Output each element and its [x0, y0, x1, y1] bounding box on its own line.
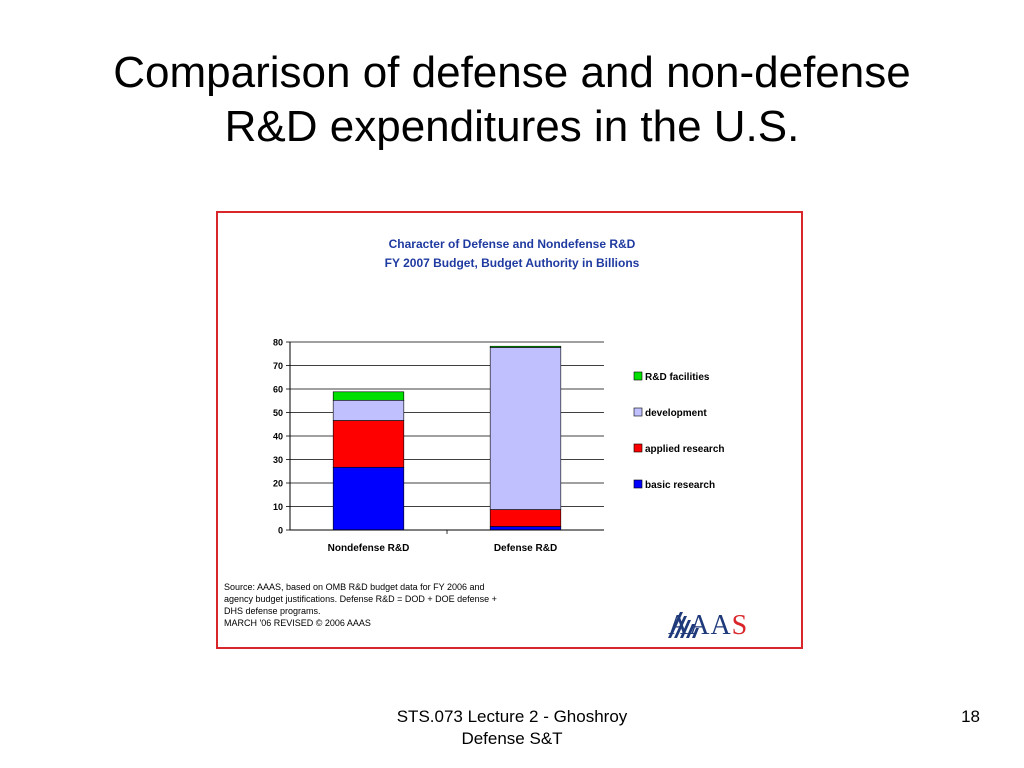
legend-swatch [633, 407, 643, 417]
slide-title-line-2: R&D expenditures in the U.S. [224, 102, 800, 151]
legend-label: R&D facilities [645, 372, 710, 383]
y-tick-label: 60 [273, 385, 283, 395]
y-tick-label: 30 [273, 455, 283, 465]
bar-segment [489, 345, 562, 348]
x-tick-label: Nondefense R&D [328, 543, 410, 554]
bar-segment [489, 509, 562, 527]
footer-line-2: Defense S&T [461, 729, 563, 748]
source-note: Source: AAAS, based on OMB R&D budget da… [224, 581, 554, 629]
source-note-line-3: DHS defense programs. [224, 606, 321, 616]
legend-swatch [633, 479, 643, 489]
x-tick-label: Defense R&D [494, 543, 557, 554]
source-note-line-4: MARCH '06 REVISED © 2006 AAAS [224, 618, 371, 628]
bar-segment [332, 420, 405, 468]
bar-segment [332, 391, 405, 401]
stacked-bar-chart: Character of Defense and Nondefense R&D … [273, 237, 725, 554]
bar-segment [489, 347, 562, 510]
legend-label: applied research [645, 444, 724, 455]
legend-label: development [645, 408, 707, 419]
chart-subtitle: FY 2007 Budget, Budget Authority in Bill… [385, 256, 640, 270]
y-tick-label: 40 [273, 432, 283, 442]
bar-segment [332, 466, 405, 531]
bars [332, 345, 562, 531]
legend: R&D facilities development applied researc… [633, 371, 724, 491]
source-note-line-1: Source: AAAS, based on OMB R&D budget da… [224, 582, 485, 592]
source-note-line-2: agency budget justifications. Defense R&… [224, 594, 497, 604]
aaas-logo-mark-icon [668, 612, 699, 638]
legend-swatch [633, 371, 643, 381]
y-tick-label: 70 [273, 361, 283, 371]
slide-title-line-1: Comparison of defense and non-defense [113, 48, 911, 97]
slide-title: Comparison of defense and non-defense R&… [40, 46, 984, 154]
y-tick-label: 20 [273, 479, 283, 489]
aaas-logo: AAAS [666, 611, 748, 641]
chart-title: Character of Defense and Nondefense R&D [389, 237, 636, 251]
y-tick-label: 0 [278, 526, 283, 536]
bar-segment [332, 399, 405, 421]
y-tick-label: 50 [273, 408, 283, 418]
footer-lecture-info: STS.073 Lecture 2 - Ghoshroy Defense S&T [352, 706, 672, 750]
y-tick-label: 80 [273, 338, 283, 348]
bar-segment [489, 526, 562, 531]
footer-line-1: STS.073 Lecture 2 - Ghoshroy [396, 707, 628, 726]
legend-label: basic research [645, 480, 715, 491]
axes: 0 10 20 30 40 50 60 70 80 Nondefense R&D Defense R… [273, 338, 604, 554]
legend-swatch [633, 443, 643, 453]
page-number: 18 [961, 707, 980, 726]
chart-frame: Character of Defense and Nondefense R&D … [216, 211, 803, 649]
y-tick-label: 10 [273, 502, 283, 512]
